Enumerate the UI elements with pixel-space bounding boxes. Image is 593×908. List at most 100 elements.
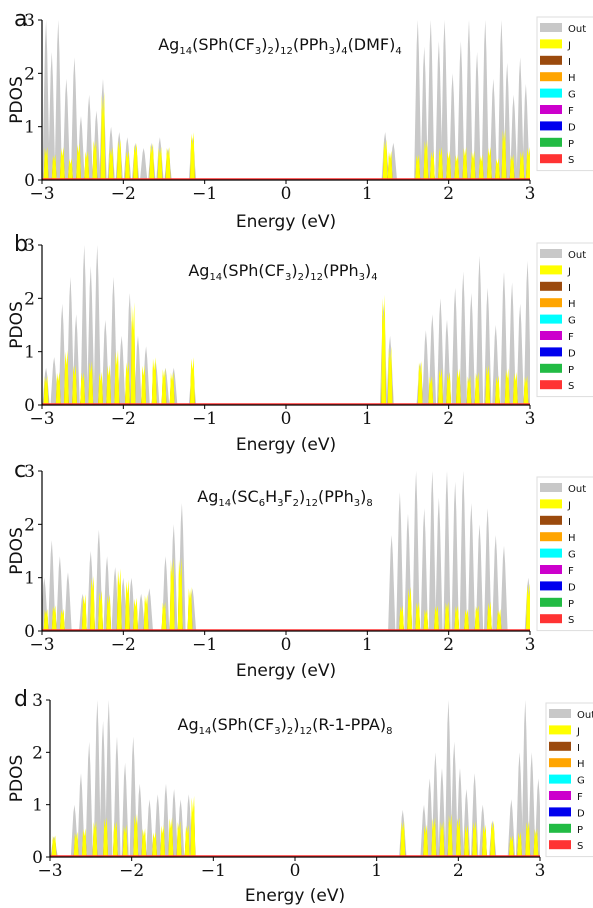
component-J: [73, 831, 79, 857]
legend-swatch: [540, 515, 562, 525]
legend-label: J: [576, 726, 580, 737]
component-peak: [400, 820, 406, 857]
component-peak: [92, 139, 98, 180]
legend-swatch: [540, 298, 562, 308]
component-J: [176, 820, 182, 857]
component-peak: [438, 146, 443, 180]
legend-swatch: [540, 483, 562, 492]
component-peak: [504, 368, 510, 405]
component-J: [454, 154, 460, 180]
legend-swatch: [549, 725, 571, 735]
component-J: [51, 154, 57, 180]
out-peak: [426, 778, 434, 857]
x-tick-label: −1: [192, 184, 217, 204]
out-peak: [459, 471, 467, 631]
component-peak: [92, 820, 98, 857]
out-peak: [42, 20, 50, 180]
x-tick-label: 0: [290, 861, 301, 881]
component-peak: [525, 820, 531, 857]
legend-swatch: [549, 807, 571, 817]
component-peak: [496, 609, 502, 631]
legend-label: D: [568, 122, 576, 133]
component-peak: [439, 820, 445, 857]
legend-swatch: [540, 154, 562, 164]
component-J: [90, 575, 95, 631]
component-peak: [43, 609, 49, 631]
component-J: [55, 371, 61, 405]
component-peak: [88, 360, 94, 405]
x-tick-label: −3: [29, 635, 54, 655]
component-J: [106, 364, 112, 405]
out-peak: [420, 46, 428, 180]
out-peak: [420, 508, 428, 631]
component-J: [512, 371, 518, 405]
component-peak: [125, 360, 130, 405]
component-peak: [160, 824, 166, 857]
component-peak: [428, 375, 434, 405]
legend-label: I: [577, 743, 580, 754]
x-tick-label: −1: [192, 635, 217, 655]
out-peak: [435, 497, 443, 631]
x-tick-label: 2: [453, 861, 464, 881]
legend-swatch: [540, 72, 562, 82]
legend-label: F: [577, 792, 583, 803]
component-peak: [98, 590, 103, 631]
legend-label: I: [568, 517, 571, 528]
component-peak: [141, 828, 147, 857]
out-peak: [521, 700, 529, 857]
component-J: [501, 128, 507, 180]
component-peak: [169, 371, 175, 405]
legend-swatch: [549, 823, 571, 833]
legend-label: S: [568, 615, 574, 626]
out-peak: [136, 783, 144, 857]
component-peak: [495, 158, 500, 180]
out-peak: [471, 773, 479, 857]
out-peak: [500, 545, 508, 631]
legend-swatch: [540, 39, 562, 49]
component-J: [161, 368, 167, 405]
out-peak: [500, 271, 508, 405]
component-J: [417, 360, 423, 405]
y-tick-label: 1: [24, 118, 35, 138]
y-axis-label: PDOS: [7, 76, 27, 124]
component-peak: [143, 594, 149, 631]
component-J: [447, 813, 453, 857]
component-J: [190, 132, 195, 180]
component-peak: [80, 371, 86, 405]
legend-swatch: [540, 55, 562, 65]
x-tick-label: 2: [443, 409, 454, 429]
component-peak: [490, 820, 496, 857]
component-J: [523, 375, 529, 405]
y-tick-label: 2: [24, 515, 35, 535]
component-J: [446, 371, 452, 405]
legend-label: S: [568, 381, 574, 392]
legend-swatch: [549, 774, 571, 784]
component-J: [92, 820, 98, 857]
x-tick-label: −3: [37, 861, 62, 881]
component-J: [169, 557, 175, 631]
panel-letter: b: [14, 232, 28, 257]
legend-label: G: [577, 776, 585, 787]
component-J: [407, 586, 413, 631]
component-J: [428, 375, 434, 405]
out-peak: [484, 287, 492, 405]
y-tick-label: 0: [32, 848, 43, 868]
legend-label: D: [577, 808, 585, 819]
component-J: [190, 357, 195, 405]
component-J: [149, 143, 155, 180]
component-J: [431, 817, 437, 857]
component-J: [446, 150, 452, 180]
component-J: [496, 609, 502, 631]
out-peak: [427, 20, 435, 180]
legend-swatch: [540, 137, 562, 147]
out-peak: [85, 741, 93, 857]
component-J: [400, 820, 406, 857]
chart-title: Ag14(SPh(CF3)2)12(PPh3)4(DMF)4: [158, 35, 402, 57]
out-peak: [48, 540, 56, 631]
out-peak: [438, 768, 446, 857]
component-peak: [387, 346, 393, 405]
out-peak: [428, 471, 437, 631]
chart-title: Ag14(SPh(CF3)2)12(R-1-PPA)8: [178, 715, 393, 737]
